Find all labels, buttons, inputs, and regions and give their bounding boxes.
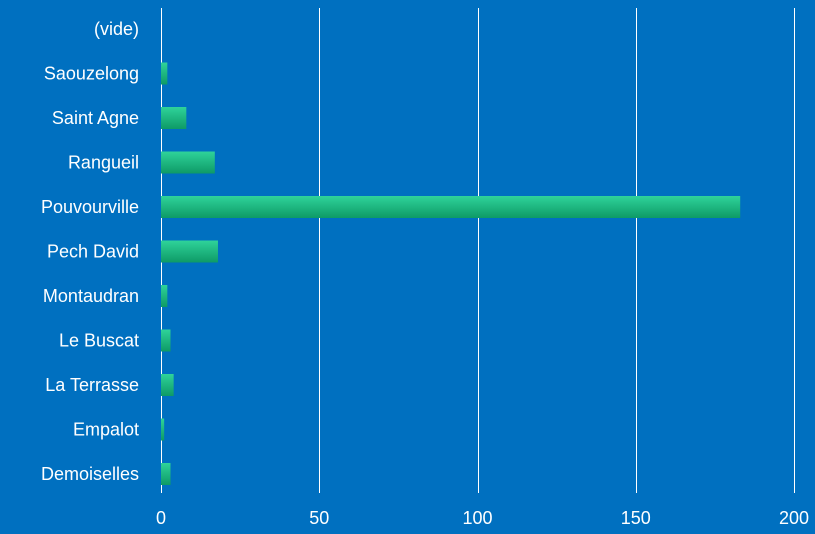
bar-empalot bbox=[161, 418, 165, 441]
bar-pouvourville bbox=[161, 196, 741, 218]
category-label: Montaudran bbox=[43, 286, 139, 306]
category-label: Pech David bbox=[47, 242, 139, 262]
category-label: Saint Agne bbox=[52, 108, 139, 128]
x-tick-label: 50 bbox=[309, 508, 329, 528]
bar-demoiselles bbox=[161, 463, 171, 485]
category-label: Saouzelong bbox=[44, 64, 139, 84]
category-label: La Terrasse bbox=[45, 375, 139, 395]
bar-saouzelong bbox=[161, 62, 168, 85]
category-labels: (vide) Saouzelong Saint Agne Rangueil Pouvou… bbox=[41, 19, 139, 484]
bar-saint-agne bbox=[161, 107, 187, 129]
gridlines bbox=[161, 8, 795, 493]
category-label: Empalot bbox=[73, 420, 139, 440]
category-label: Le Buscat bbox=[59, 331, 139, 351]
category-label: Pouvourville bbox=[41, 197, 139, 217]
bar-montaudran bbox=[161, 285, 168, 307]
x-tick-label: 100 bbox=[462, 508, 492, 528]
bar-le-buscat bbox=[161, 329, 171, 352]
category-label: (vide) bbox=[94, 19, 139, 39]
x-tick-labels: 0 50 100 150 200 bbox=[156, 508, 809, 528]
category-label: Rangueil bbox=[68, 153, 139, 173]
bar-pech-david bbox=[161, 240, 218, 263]
x-tick-label: 0 bbox=[156, 508, 166, 528]
x-tick-label: 200 bbox=[779, 508, 809, 528]
category-label: Demoiselles bbox=[41, 464, 139, 484]
bar-la-terrasse bbox=[161, 374, 174, 396]
x-tick-label: 150 bbox=[621, 508, 651, 528]
bars bbox=[161, 62, 741, 485]
bar-rangueil bbox=[161, 151, 215, 174]
